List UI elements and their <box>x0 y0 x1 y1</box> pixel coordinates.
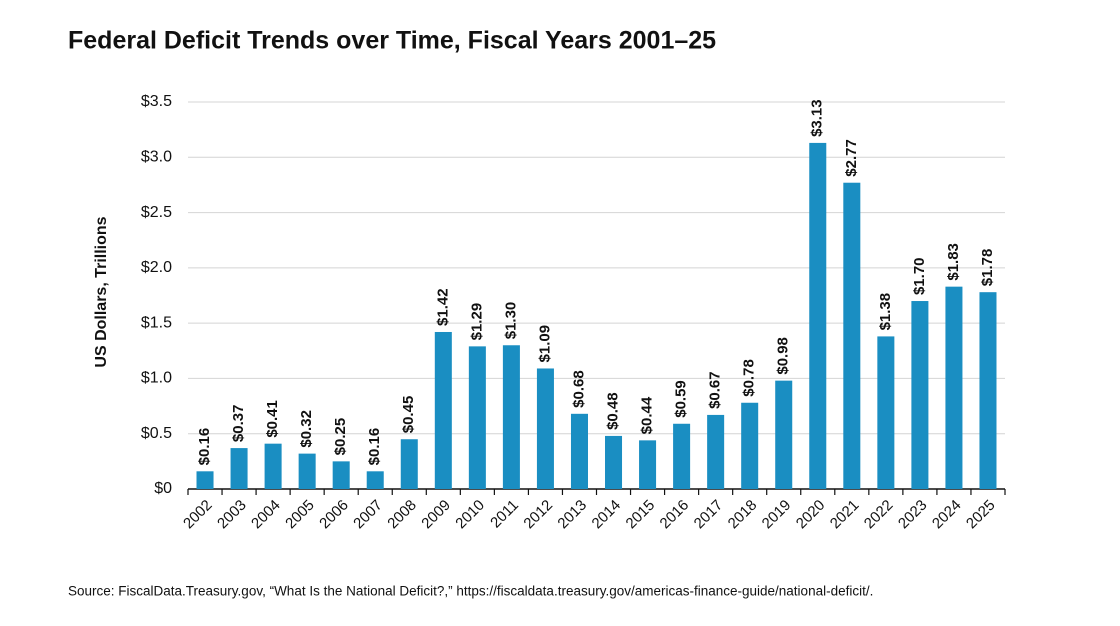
value-label: $1.78 <box>979 249 996 287</box>
value-label: $0.78 <box>741 359 758 397</box>
bar <box>605 435 623 489</box>
value-label: $2.77 <box>843 139 860 177</box>
bar <box>775 380 793 489</box>
x-tick-label: 2005 <box>282 497 318 533</box>
bar <box>673 423 691 489</box>
value-label: $0.45 <box>400 396 417 434</box>
bar <box>639 440 657 489</box>
bar <box>298 453 316 489</box>
value-label: $0.16 <box>196 428 213 466</box>
y-axis-label: US Dollars, Trillions <box>93 216 110 367</box>
bar <box>196 471 214 489</box>
value-label: $1.09 <box>536 325 553 363</box>
x-tick-label: 2006 <box>316 497 352 533</box>
y-tick-label: $3.5 <box>141 93 172 110</box>
chart-title: Federal Deficit Trends over Time, Fiscal… <box>68 27 716 55</box>
x-tick-label: 2009 <box>418 497 454 533</box>
x-tick-label: 2008 <box>384 497 420 533</box>
source-note: Source: FiscalData.Treasury.gov, “What I… <box>68 584 873 599</box>
value-label: $1.38 <box>877 293 894 331</box>
x-tick-label: 2010 <box>452 497 488 533</box>
x-tick-label: 2025 <box>963 497 999 533</box>
x-tick-label: 2019 <box>759 497 795 533</box>
bar <box>230 448 248 489</box>
x-tick-label: 2002 <box>180 497 216 533</box>
bar <box>979 292 997 489</box>
value-label: $0.37 <box>230 405 247 443</box>
x-tick-label: 2015 <box>623 497 659 533</box>
bar <box>468 346 486 489</box>
bar <box>707 414 725 489</box>
value-label: $1.30 <box>502 302 519 340</box>
bar <box>809 142 827 489</box>
value-label: $0.41 <box>264 400 281 438</box>
value-label: $1.29 <box>468 303 485 341</box>
value-label: $0.68 <box>570 370 587 408</box>
x-tick-label: 2004 <box>248 497 284 533</box>
x-tick-label: 2016 <box>657 497 693 533</box>
bar <box>332 461 350 489</box>
value-label: $1.83 <box>945 243 962 281</box>
x-tick-label: 2012 <box>520 497 556 533</box>
bar <box>911 301 929 489</box>
value-label: $0.16 <box>366 428 383 466</box>
bar <box>502 345 520 489</box>
x-tick-label: 2003 <box>214 497 250 533</box>
y-tick-label: $3.0 <box>141 149 172 166</box>
bar <box>945 286 963 489</box>
x-tick-label: 2011 <box>487 497 522 532</box>
bar <box>264 443 282 489</box>
x-tick-label: 2018 <box>725 497 761 533</box>
x-tick-label: 2017 <box>691 497 727 533</box>
bar <box>400 439 418 489</box>
y-tick-label: $0.5 <box>141 425 172 442</box>
value-label: $0.25 <box>332 418 349 456</box>
x-tick-label: 2022 <box>861 497 897 533</box>
value-label: $0.59 <box>673 380 690 418</box>
bar <box>843 182 861 489</box>
value-label: $0.48 <box>604 392 621 430</box>
y-tick-label: $1.0 <box>141 370 172 387</box>
x-tick-label: 2023 <box>895 497 931 533</box>
value-label: $1.42 <box>434 288 451 326</box>
x-tick-label: 2007 <box>350 497 386 533</box>
bar <box>536 368 554 489</box>
bar <box>741 402 759 489</box>
value-label: $0.98 <box>775 337 792 375</box>
x-tick-label: 2014 <box>589 497 625 533</box>
value-label: $1.70 <box>911 257 928 295</box>
bar <box>366 471 384 489</box>
x-tick-label: 2024 <box>929 497 965 533</box>
value-label: $0.32 <box>298 410 315 448</box>
bar <box>877 336 895 489</box>
bar <box>434 331 452 489</box>
x-tick-label: 2013 <box>554 497 590 533</box>
y-tick-label: $2.5 <box>141 204 172 221</box>
bar <box>570 413 588 489</box>
x-tick-label: 2021 <box>827 497 863 533</box>
value-label: $0.67 <box>707 371 724 409</box>
y-tick-label: $0 <box>154 480 172 497</box>
value-label: $0.44 <box>639 396 656 434</box>
y-tick-label: $2.0 <box>141 259 172 276</box>
y-tick-label: $1.5 <box>141 314 172 331</box>
x-tick-label: 2020 <box>793 497 829 533</box>
value-label: $3.13 <box>809 99 826 137</box>
